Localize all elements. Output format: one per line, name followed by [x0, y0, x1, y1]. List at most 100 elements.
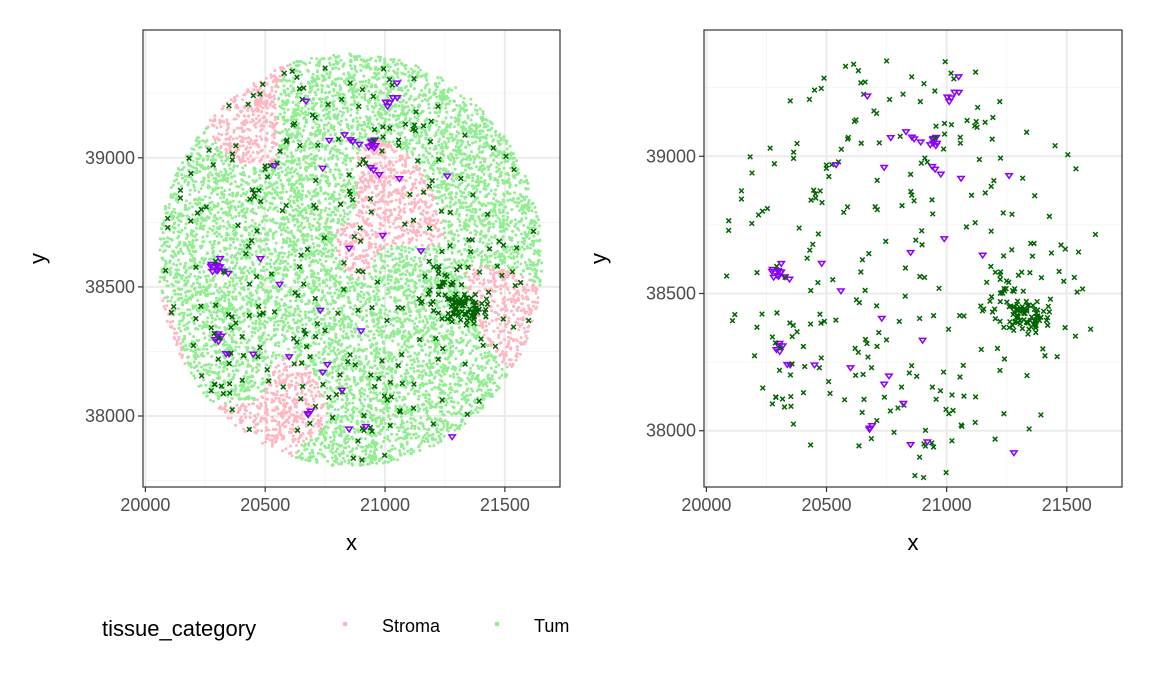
- tumor-point: [424, 287, 427, 290]
- tumor-point: [303, 241, 306, 244]
- tumor-point: [400, 277, 403, 280]
- tumor-point: [370, 459, 373, 462]
- tumor-point: [331, 376, 334, 379]
- tumor-point: [254, 381, 257, 384]
- tumor-point: [485, 356, 488, 359]
- stroma-point: [305, 437, 308, 440]
- stroma-point: [302, 440, 305, 443]
- tumor-point: [494, 256, 497, 259]
- tumor-point: [452, 373, 455, 376]
- stroma-point: [252, 402, 255, 405]
- tumor-point: [304, 316, 307, 319]
- tumor-point: [516, 255, 519, 258]
- tumor-point: [464, 275, 467, 278]
- tumor-point: [419, 316, 422, 319]
- tumor-point: [360, 84, 363, 87]
- tumor-point: [342, 65, 345, 68]
- tumor-point: [253, 331, 256, 334]
- tumor-point: [429, 96, 432, 99]
- tumor-point: [435, 255, 438, 258]
- stroma-point: [252, 88, 255, 91]
- tumor-point: [471, 185, 474, 188]
- tumor-point: [375, 303, 378, 306]
- tumor-point: [506, 216, 509, 219]
- tumor-point: [422, 403, 425, 406]
- tumor-point: [299, 224, 302, 227]
- tumor-point: [335, 107, 338, 110]
- tumor-point: [350, 54, 353, 57]
- stroma-point: [421, 200, 424, 203]
- tumor-point: [471, 260, 474, 263]
- tumor-point: [175, 280, 178, 283]
- tumor-point: [308, 147, 311, 150]
- tumor-point: [539, 284, 542, 287]
- tumor-point: [208, 202, 211, 205]
- stroma-point: [264, 401, 267, 404]
- tumor-point: [359, 80, 362, 83]
- tumor-point: [301, 318, 304, 321]
- tumor-point: [379, 365, 382, 368]
- tumor-point: [353, 431, 356, 434]
- tumor-point: [160, 227, 163, 230]
- tumor-point: [415, 317, 418, 320]
- tumor-point: [445, 197, 448, 200]
- stroma-point: [535, 306, 538, 309]
- tumor-point: [194, 180, 197, 183]
- stroma-point: [395, 199, 398, 202]
- stroma-point: [288, 396, 291, 399]
- stroma-point: [294, 385, 297, 388]
- tumor-point: [235, 298, 238, 301]
- tumor-point: [345, 411, 348, 414]
- tumor-point: [363, 121, 366, 124]
- tumor-point: [492, 138, 495, 141]
- stroma-point: [412, 225, 415, 228]
- tumor-point: [235, 314, 238, 317]
- tumor-point: [324, 243, 327, 246]
- tumor-point: [521, 246, 524, 249]
- stroma-point: [297, 440, 300, 443]
- tumor-point: [382, 417, 385, 420]
- tumor-point: [339, 176, 342, 179]
- stroma-point: [488, 322, 491, 325]
- tumor-point: [271, 253, 274, 256]
- stroma-point: [310, 391, 313, 394]
- stroma-point: [379, 198, 382, 201]
- stroma-point: [419, 234, 422, 237]
- tumor-point: [249, 292, 252, 295]
- tumor-point: [474, 233, 477, 236]
- tumor-point: [347, 316, 350, 319]
- tumor-point: [319, 211, 322, 214]
- tumor-point: [338, 320, 341, 323]
- tumor-point: [492, 197, 495, 200]
- tumor-point: [430, 316, 433, 319]
- stroma-point: [512, 305, 515, 308]
- tumor-point: [343, 304, 346, 307]
- tumor-point: [322, 395, 325, 398]
- tumor-point: [452, 331, 455, 334]
- tumor-point: [202, 285, 205, 288]
- tumor-point: [395, 118, 398, 121]
- stroma-point: [382, 144, 385, 147]
- stroma-point: [235, 104, 238, 107]
- tumor-point: [489, 380, 492, 383]
- tumor-point: [206, 352, 209, 355]
- tumor-point: [415, 437, 418, 440]
- tumor-point: [325, 260, 328, 263]
- tumor-point: [457, 114, 460, 117]
- tumor-point: [365, 314, 368, 317]
- tumor-point: [384, 384, 387, 387]
- tumor-point: [428, 253, 431, 256]
- tumor-point: [312, 242, 315, 245]
- tumor-point: [495, 361, 498, 364]
- tumor-point: [474, 141, 477, 144]
- tumor-point: [257, 329, 260, 332]
- tumor-point: [394, 110, 397, 113]
- tumor-point: [366, 105, 369, 108]
- tumor-point: [177, 280, 180, 283]
- tumor-point: [386, 435, 389, 438]
- tumor-point: [406, 351, 409, 354]
- tumor-point: [176, 236, 179, 239]
- tumor-point: [316, 88, 319, 91]
- stroma-point: [183, 362, 186, 365]
- tumor-point: [321, 281, 324, 284]
